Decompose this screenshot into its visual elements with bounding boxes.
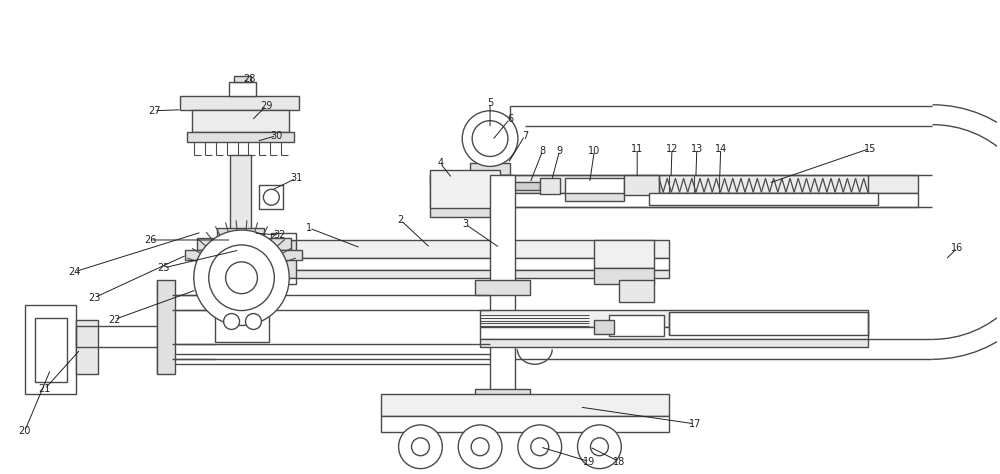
Circle shape (472, 121, 508, 156)
Text: 19: 19 (583, 456, 596, 467)
Circle shape (263, 189, 279, 205)
Bar (271, 240, 669, 258)
Circle shape (531, 438, 549, 456)
Circle shape (462, 111, 518, 166)
Bar (381, 416, 669, 432)
Text: 17: 17 (689, 419, 701, 429)
Text: 28: 28 (243, 74, 256, 84)
Bar (430, 175, 918, 193)
Bar (35, 318, 67, 382)
Text: 23: 23 (88, 292, 101, 302)
Bar (470, 164, 510, 175)
Text: 12: 12 (666, 144, 678, 154)
Text: 27: 27 (148, 106, 160, 116)
Circle shape (209, 245, 274, 310)
Circle shape (412, 438, 429, 456)
Bar (609, 315, 664, 337)
Bar (510, 182, 540, 190)
Text: 21: 21 (38, 384, 51, 394)
Bar (430, 193, 918, 207)
Bar (619, 280, 654, 301)
Text: 9: 9 (557, 146, 563, 155)
Bar (230, 238, 253, 288)
Text: 32: 32 (273, 230, 285, 240)
Text: 18: 18 (613, 456, 625, 467)
Bar (565, 193, 624, 201)
Bar (540, 178, 560, 194)
Bar (215, 295, 269, 342)
Bar (271, 278, 296, 284)
Bar (594, 268, 654, 284)
Bar (480, 339, 868, 347)
Circle shape (590, 438, 608, 456)
Text: 13: 13 (691, 144, 703, 154)
Bar (430, 175, 510, 185)
Circle shape (518, 425, 562, 469)
Bar (480, 310, 868, 328)
Text: 31: 31 (290, 173, 302, 183)
Circle shape (399, 425, 442, 469)
Text: 11: 11 (631, 144, 643, 154)
Text: 8: 8 (540, 146, 546, 155)
Bar (649, 193, 878, 205)
Bar (157, 280, 175, 374)
Text: 6: 6 (507, 114, 513, 124)
Bar (475, 280, 530, 295)
Bar (230, 155, 251, 230)
Text: 15: 15 (864, 144, 876, 154)
Bar (197, 238, 291, 250)
Text: 24: 24 (68, 267, 81, 277)
Text: 4: 4 (437, 158, 443, 168)
Text: 3: 3 (462, 219, 468, 229)
Text: 16: 16 (951, 243, 963, 253)
Bar (475, 389, 530, 404)
Bar (217, 228, 264, 238)
Text: 20: 20 (19, 426, 31, 436)
Bar (381, 394, 669, 416)
Circle shape (471, 438, 489, 456)
Circle shape (578, 425, 621, 469)
Text: 1: 1 (306, 223, 312, 233)
Bar (669, 311, 868, 336)
Bar (430, 170, 500, 208)
Bar (594, 240, 654, 268)
Text: 5: 5 (487, 98, 493, 108)
Circle shape (194, 230, 289, 326)
Text: 7: 7 (522, 131, 528, 141)
Bar (594, 319, 614, 335)
Bar (430, 207, 490, 217)
Circle shape (246, 313, 261, 329)
Bar (192, 110, 289, 132)
Bar (259, 185, 283, 209)
Bar (624, 175, 659, 195)
Circle shape (226, 262, 257, 294)
Circle shape (458, 425, 502, 469)
Bar (229, 82, 256, 96)
Text: 14: 14 (715, 144, 727, 154)
Bar (271, 233, 296, 240)
Bar (76, 319, 98, 374)
Bar (271, 240, 296, 278)
Bar (271, 270, 669, 278)
Bar (180, 96, 299, 110)
Bar (25, 305, 76, 394)
Bar (480, 328, 868, 339)
Bar (271, 258, 669, 270)
Text: 2: 2 (397, 215, 404, 225)
Text: 29: 29 (260, 101, 273, 111)
Text: 22: 22 (108, 315, 121, 325)
Text: 30: 30 (270, 131, 282, 141)
Text: 26: 26 (144, 235, 156, 245)
Circle shape (224, 313, 240, 329)
Bar (490, 175, 515, 414)
Text: 25: 25 (158, 263, 170, 273)
Bar (185, 250, 302, 260)
Text: 10: 10 (588, 146, 601, 155)
Bar (187, 132, 294, 142)
Bar (565, 178, 624, 194)
Bar (234, 76, 251, 82)
